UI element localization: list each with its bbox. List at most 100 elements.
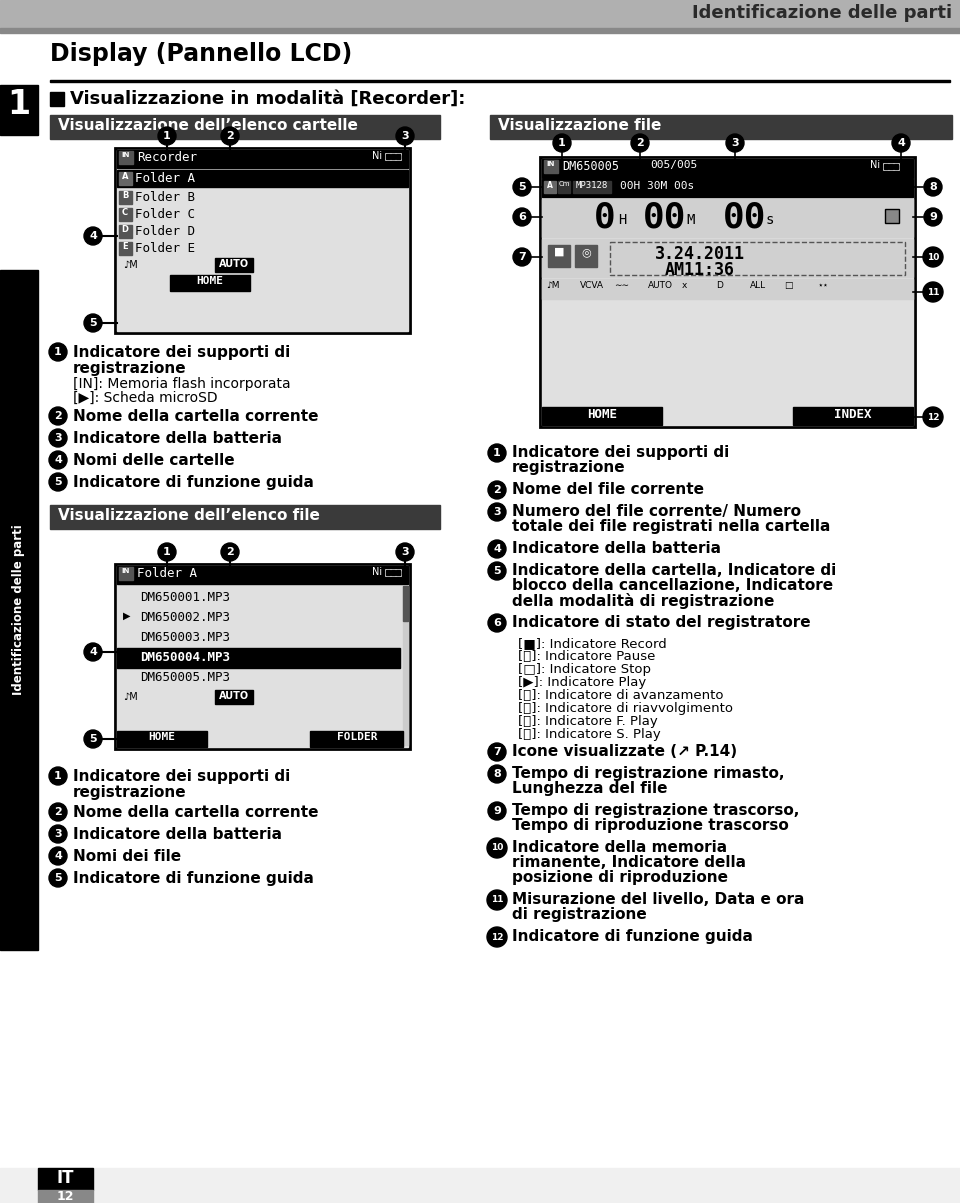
Bar bbox=[402, 570, 404, 575]
Text: Nome della cartella corrente: Nome della cartella corrente bbox=[73, 805, 319, 820]
Text: DM650005: DM650005 bbox=[562, 160, 619, 173]
Text: MP3128: MP3128 bbox=[576, 180, 608, 190]
Text: Indicatore di stato del registratore: Indicatore di stato del registratore bbox=[512, 615, 810, 630]
Text: registrazione: registrazione bbox=[73, 361, 186, 377]
Text: Indicatore di funzione guida: Indicatore di funzione guida bbox=[512, 929, 753, 944]
Circle shape bbox=[513, 208, 531, 226]
Bar bbox=[386, 570, 390, 575]
Text: [⏩]: Indicatore di avanzamento: [⏩]: Indicatore di avanzamento bbox=[518, 689, 724, 703]
Text: 4: 4 bbox=[89, 231, 97, 241]
Text: Ni: Ni bbox=[372, 567, 382, 577]
Text: 7: 7 bbox=[493, 747, 501, 757]
Bar bbox=[542, 279, 913, 300]
Text: A: A bbox=[547, 180, 553, 190]
Text: Nomi dei file: Nomi dei file bbox=[73, 849, 181, 864]
Circle shape bbox=[49, 429, 67, 448]
Text: Indicatore dei supporti di: Indicatore dei supporti di bbox=[73, 345, 290, 360]
Circle shape bbox=[488, 614, 506, 632]
Bar bbox=[540, 158, 915, 427]
Bar bbox=[119, 172, 132, 185]
Text: H: H bbox=[618, 213, 626, 227]
Text: 5: 5 bbox=[518, 182, 526, 192]
Text: IN: IN bbox=[122, 568, 131, 574]
Bar bbox=[38, 1168, 93, 1190]
Text: 3: 3 bbox=[54, 433, 61, 443]
Text: ♪M: ♪M bbox=[123, 692, 137, 703]
Bar bbox=[610, 242, 905, 275]
Bar bbox=[490, 115, 952, 140]
Circle shape bbox=[49, 343, 67, 361]
Bar bbox=[50, 91, 64, 106]
Circle shape bbox=[488, 540, 506, 558]
Bar bbox=[0, 1168, 960, 1203]
Circle shape bbox=[488, 765, 506, 783]
Bar bbox=[548, 245, 570, 267]
Circle shape bbox=[923, 407, 943, 427]
Bar bbox=[215, 257, 253, 272]
Text: posizione di riproduzione: posizione di riproduzione bbox=[512, 870, 728, 885]
Circle shape bbox=[892, 134, 910, 152]
Text: Folder B: Folder B bbox=[135, 191, 195, 205]
Text: rimanente, Indicatore della: rimanente, Indicatore della bbox=[512, 855, 746, 870]
Text: 1: 1 bbox=[163, 547, 171, 557]
Text: Visualizzazione dell’elenco cartelle: Visualizzazione dell’elenco cartelle bbox=[58, 118, 358, 134]
Circle shape bbox=[487, 838, 507, 858]
Circle shape bbox=[396, 543, 414, 561]
Circle shape bbox=[487, 928, 507, 947]
Text: 9: 9 bbox=[493, 806, 501, 816]
Circle shape bbox=[553, 134, 571, 152]
Text: 00: 00 bbox=[723, 200, 767, 235]
Bar bbox=[542, 239, 913, 277]
Text: 005/005: 005/005 bbox=[650, 160, 697, 170]
Text: 12: 12 bbox=[926, 413, 939, 421]
Bar bbox=[573, 180, 611, 192]
Text: Visualizzazione file: Visualizzazione file bbox=[498, 118, 661, 134]
Text: HOME: HOME bbox=[197, 275, 224, 286]
Text: 10: 10 bbox=[491, 843, 503, 853]
Text: Folder D: Folder D bbox=[135, 225, 195, 238]
Bar bbox=[403, 586, 408, 745]
Circle shape bbox=[487, 890, 507, 909]
Text: Identificazione delle parti: Identificazione delle parti bbox=[692, 4, 952, 22]
Circle shape bbox=[49, 451, 67, 469]
Bar bbox=[882, 162, 900, 171]
Bar bbox=[0, 85, 38, 135]
Text: ALL: ALL bbox=[750, 282, 766, 290]
Text: 2: 2 bbox=[636, 138, 644, 148]
Text: Visualizzazione in modalità [Recorder]:: Visualizzazione in modalità [Recorder]: bbox=[70, 90, 466, 108]
Circle shape bbox=[49, 869, 67, 887]
Circle shape bbox=[221, 543, 239, 561]
Text: Folder E: Folder E bbox=[135, 242, 195, 255]
Text: D: D bbox=[122, 225, 129, 235]
Bar bbox=[119, 208, 132, 221]
Text: della modalità di registrazione: della modalità di registrazione bbox=[512, 593, 775, 609]
Text: Identificazione delle parti: Identificazione delle parti bbox=[12, 525, 26, 695]
Text: Nome della cartella corrente: Nome della cartella corrente bbox=[73, 409, 319, 423]
Bar bbox=[894, 164, 898, 168]
Text: 3: 3 bbox=[54, 829, 61, 838]
Bar bbox=[885, 209, 899, 223]
Text: 2: 2 bbox=[227, 547, 234, 557]
Text: E: E bbox=[122, 242, 128, 251]
Text: 7: 7 bbox=[518, 251, 526, 262]
Text: [▶]: Scheda microSD: [▶]: Scheda microSD bbox=[73, 391, 218, 405]
Bar bbox=[215, 691, 253, 704]
Text: registrazione: registrazione bbox=[512, 460, 626, 475]
Circle shape bbox=[396, 128, 414, 146]
Bar bbox=[0, 0, 960, 28]
Text: 5: 5 bbox=[54, 873, 61, 883]
Text: Ni: Ni bbox=[870, 160, 880, 170]
Text: Lunghezza del file: Lunghezza del file bbox=[512, 781, 667, 796]
Text: IN: IN bbox=[547, 161, 555, 167]
Bar bbox=[391, 154, 395, 159]
Bar bbox=[119, 567, 133, 580]
Bar bbox=[391, 570, 395, 575]
Text: [IN]: Memoria flash incorporata: [IN]: Memoria flash incorporata bbox=[73, 377, 291, 391]
Text: 1: 1 bbox=[558, 138, 565, 148]
Text: Indicatore della batteria: Indicatore della batteria bbox=[73, 431, 282, 446]
Text: FOLDER: FOLDER bbox=[337, 731, 377, 742]
Circle shape bbox=[488, 802, 506, 820]
Text: [⏮]: Indicatore S. Play: [⏮]: Indicatore S. Play bbox=[518, 728, 660, 741]
Text: 5: 5 bbox=[89, 318, 97, 328]
Bar bbox=[396, 154, 399, 159]
